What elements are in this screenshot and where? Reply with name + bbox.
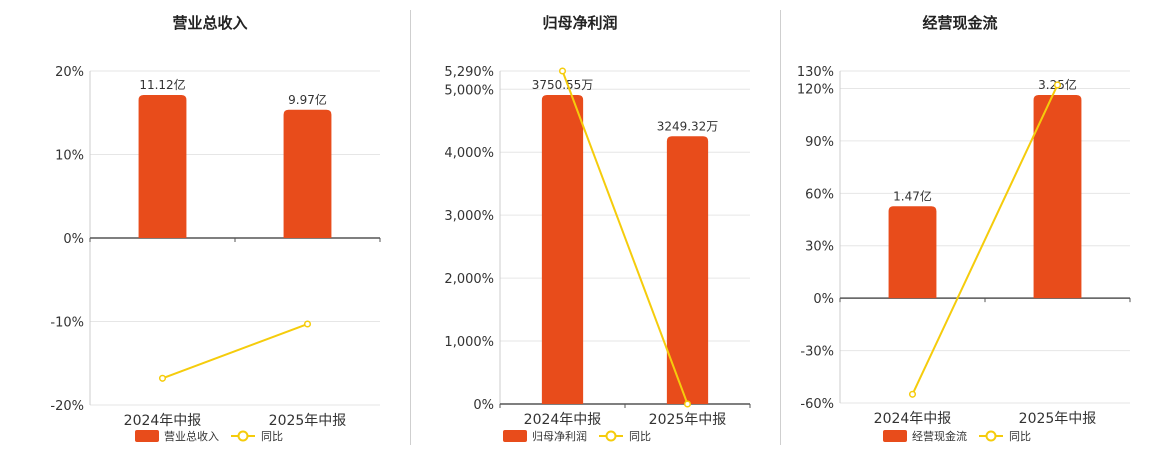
- yoy-point: [158, 374, 167, 382]
- bar-value-label: 9.97亿: [288, 92, 327, 107]
- yoy-point: [683, 400, 692, 408]
- y-tick-label: 60%: [805, 187, 834, 202]
- yoy-point: [908, 390, 917, 398]
- x-category-label: 2025年中报: [1019, 411, 1097, 427]
- yoy-point: [303, 320, 312, 328]
- y-tick-label: 30%: [805, 240, 834, 255]
- legend-bar-label: 归母净利润: [532, 429, 587, 443]
- chart-title: 经营现金流: [922, 14, 997, 32]
- y-tick-label: 0%: [63, 232, 84, 247]
- y-tick-label: -10%: [50, 316, 84, 331]
- y-tick-label: -60%: [800, 397, 834, 412]
- bar-value-label: 3750.55万: [532, 78, 594, 92]
- chart-panel-revenue: 营业总收入 20% 10% 0% -10% -20% 11.12亿 9.97亿 2024年中报 2…: [0, 0, 410, 450]
- yoy-line: [911, 84, 1059, 395]
- y-tick-label: 130%: [797, 65, 834, 80]
- x-category-label: 2024年中报: [874, 411, 952, 427]
- bar-value-label: 1.47亿: [893, 188, 932, 203]
- legend-bar-swatch: [883, 430, 907, 442]
- bar-value-label: 11.12亿: [139, 77, 185, 92]
- yoy-point: [558, 67, 567, 75]
- legend-line-label: 同比: [1009, 430, 1031, 443]
- chart-title: 营业总收入: [172, 14, 247, 32]
- bar: [283, 109, 332, 238]
- chart-net-profit: 归母净利润 5,290% 5,000% 4,000% 3,000% 2,000% 1,000…: [444, 14, 751, 443]
- y-tick-label: -30%: [800, 345, 834, 360]
- chart-title: 归母净利润: [542, 14, 617, 32]
- legend-line-label: 同比: [629, 430, 651, 443]
- legend-bar-label: 营业总收入: [164, 429, 219, 443]
- bar: [666, 136, 709, 404]
- chart-operating-cashflow: 经营现金流130%120%90%60%30%0%-30%-60%1.47亿3.2…: [797, 14, 1131, 443]
- x-category-label: 2024年中报: [524, 412, 602, 428]
- yoy-point: [1053, 81, 1062, 89]
- panel-divider: [410, 10, 411, 445]
- y-tick-label: 3,000%: [444, 209, 494, 224]
- legend-line-marker: [985, 430, 997, 442]
- yoy-line: [162, 323, 308, 380]
- y-tick-label: 4,000%: [444, 146, 494, 161]
- y-tick-label: 0%: [473, 398, 494, 413]
- chart-revenue: 营业总收入 20% 10% 0% -10% -20% 11.12亿 9.97亿 2024年中报 2…: [50, 14, 381, 443]
- legend-line-marker: [237, 430, 249, 442]
- y-tick-label: 5,290%: [444, 65, 494, 80]
- y-tick-label: 20%: [55, 65, 84, 80]
- bar-value-label: 3249.32万: [657, 119, 719, 133]
- panel-divider: [780, 10, 781, 445]
- y-tick-label: 120%: [797, 82, 834, 97]
- legend-line-marker: [605, 430, 617, 442]
- x-category-label: 2025年中报: [269, 413, 347, 429]
- chart-panel-net-profit: 归母净利润 5,290% 5,000% 4,000% 3,000% 2,000% 1,000…: [410, 0, 780, 450]
- legend-bar-swatch: [135, 430, 159, 442]
- bar: [888, 206, 937, 299]
- x-category-label: 2025年中报: [649, 412, 727, 428]
- legend-line-label: 同比: [261, 430, 283, 443]
- bar: [1033, 95, 1082, 299]
- legend-bar-label: 经营现金流: [912, 429, 967, 443]
- bar: [138, 95, 187, 238]
- chart-panel-operating-cashflow: 经营现金流130%120%90%60%30%0%-30%-60%1.47亿3.2…: [780, 0, 1160, 450]
- y-tick-label: 5,000%: [444, 83, 494, 98]
- y-tick-label: 10%: [55, 149, 84, 164]
- y-tick-label: 90%: [805, 135, 834, 150]
- bar: [541, 95, 584, 404]
- legend-bar-swatch: [503, 430, 527, 442]
- yoy-line: [561, 70, 689, 405]
- y-tick-label: -20%: [50, 399, 84, 414]
- y-tick-label: 2,000%: [444, 272, 494, 287]
- x-category-label: 2024年中报: [124, 413, 202, 429]
- y-tick-label: 0%: [813, 292, 834, 307]
- y-tick-label: 1,000%: [444, 335, 494, 350]
